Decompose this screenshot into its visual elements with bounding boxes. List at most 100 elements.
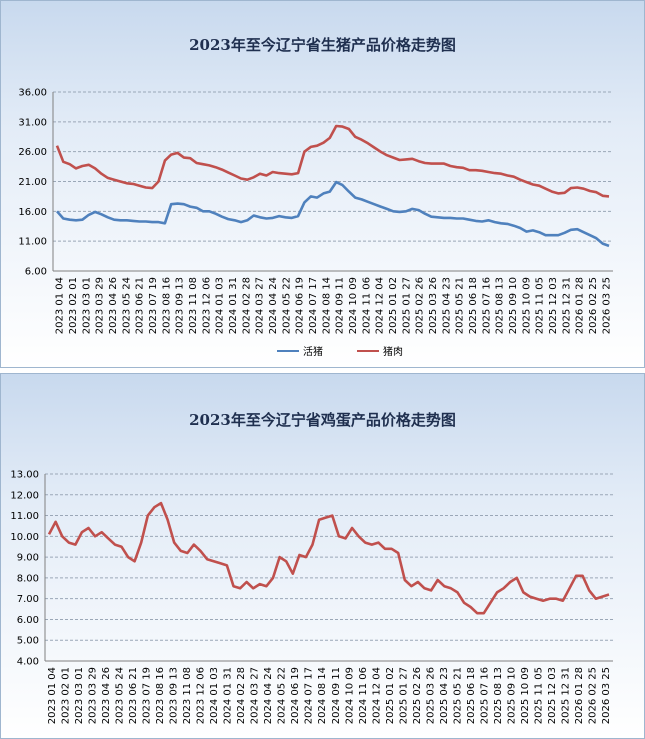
x-tick-label: 2024 08 14 (321, 277, 332, 334)
x-tick-label: 2023 05 24 (121, 277, 132, 334)
x-tick-label: 2024 10 09 (344, 667, 355, 724)
series-line (47, 501, 610, 615)
x-tick-label: 2026 01 28 (574, 667, 585, 724)
x-tick-label: 2025 02 26 (415, 277, 426, 334)
x-tick-label: 2026 03 25 (601, 667, 612, 724)
x-tick-label: 2025 03 26 (428, 277, 439, 334)
series-line (55, 124, 610, 198)
y-tick-label: 4.00 (17, 657, 39, 668)
x-tick-label: 2025 10 09 (521, 277, 532, 334)
x-tick-label: 2026 01 28 (575, 277, 586, 334)
x-tick-label: 2023 12 06 (201, 277, 212, 334)
x-tick-label: 2023 03 01 (81, 277, 92, 334)
x-tick-label: 2023 07 19 (141, 667, 152, 724)
x-tick-label: 2023 07 19 (148, 277, 159, 334)
chart-title: 2023年至今辽宁省鸡蛋产品价格走势图 (189, 411, 456, 429)
x-tick-label: 2023 08 16 (161, 277, 172, 334)
x-tick-label: 2026 02 25 (588, 667, 599, 724)
x-tick-label: 2024 10 09 (348, 277, 359, 334)
x-tick-label: 2025 09 10 (507, 667, 518, 724)
x-tick-label: 2025 06 18 (466, 667, 477, 724)
series-line (56, 180, 610, 248)
x-tick-label: 2025 04 23 (439, 667, 450, 724)
legend-label: 猪肉 (383, 347, 403, 358)
x-tick-label: 2023 12 06 (196, 667, 207, 724)
legend-item-pork: 猪肉 (357, 343, 403, 358)
y-tick-label: 31.00 (18, 117, 47, 128)
x-tick-label: 2025 01 02 (388, 277, 399, 334)
x-tick-label: 2023 02 01 (60, 667, 71, 724)
x-tick-label: 2023 08 16 (155, 667, 166, 724)
y-tick-label: 26.00 (18, 147, 47, 158)
x-tick-label: 2023 11 08 (188, 277, 199, 334)
x-tick-label: 2025 03 26 (425, 667, 436, 724)
x-tick-label: 2024 03 27 (250, 667, 261, 724)
x-tick-label: 2024 04 24 (268, 277, 279, 334)
x-tick-label: 2025 12 31 (561, 277, 572, 334)
x-tick-label: 2023 06 21 (135, 277, 146, 334)
x-tick-label: 2023 01 04 (47, 667, 58, 724)
pig-price-chart: 36.00 31.00 26.00 21.00 16.00 11.00 6.00 2023 0… (18, 88, 613, 334)
x-tick-label: 2023 05 24 (114, 667, 125, 724)
legend-label: 活猪 (303, 347, 323, 358)
x-tick-label: 2025 06 18 (468, 277, 479, 334)
x-tick-label: 2023 02 01 (68, 277, 79, 334)
x-tick-label: 2023 09 13 (175, 277, 186, 334)
x-tick-label: 2025 08 13 (493, 667, 504, 724)
x-tick-label: 2025 12 03 (548, 277, 559, 334)
y-tick-label: 6.00 (25, 267, 47, 278)
x-tick-label: 2024 09 11 (335, 277, 346, 334)
x-tick-label: 2024 06 19 (290, 667, 301, 724)
legend-swatch (357, 349, 379, 352)
y-tick-label: 10.00 (10, 532, 39, 543)
x-tick-label: 2024 11 06 (358, 667, 369, 724)
x-tick-label: 2025 01 27 (401, 277, 412, 334)
y-tick-label: 13.00 (10, 470, 39, 481)
x-tick-label: 2025 07 16 (481, 277, 492, 334)
x-tick-label: 2023 03 29 (95, 277, 106, 334)
y-tick-label: 8.00 (17, 573, 39, 584)
y-tick-label: 12.00 (10, 490, 39, 501)
x-tick-label: 2023 03 29 (87, 667, 98, 724)
x-tick-label: 2025 02 26 (412, 667, 423, 724)
x-tick-label: 2025 07 16 (480, 667, 491, 724)
x-tick-label: 2025 05 21 (452, 667, 463, 724)
y-tick-label: 11.00 (18, 237, 47, 248)
x-tick-label: 2024 08 14 (317, 667, 328, 724)
x-tick-label: 2024 05 22 (281, 277, 292, 334)
x-tick-label: 2024 04 24 (263, 667, 274, 724)
legend-swatch (277, 349, 299, 352)
y-tick-label: 9.00 (17, 553, 39, 564)
x-tick-label: 2024 02 28 (241, 277, 252, 334)
x-tick-label: 2025 11 05 (534, 667, 545, 724)
x-tick-label: 2023 06 21 (128, 667, 139, 724)
legend-item-live-pig: 活猪 (277, 343, 323, 358)
pig-price-chart-panel: 2023年至今辽宁省生猪产品价格走势图 36.00 31.00 26.00 21.00… (0, 0, 645, 368)
x-tick-label: 2025 01 27 (398, 667, 409, 724)
x-tick-label: 2024 11 06 (361, 277, 372, 334)
y-tick-label: 36.00 (18, 88, 47, 99)
x-tick-label: 2024 07 17 (308, 277, 319, 334)
x-tick-label: 2025 04 23 (441, 277, 452, 334)
x-tick-label: 2023 03 01 (74, 667, 85, 724)
y-tick-label: 5.00 (17, 636, 39, 647)
x-tick-label: 2025 08 13 (495, 277, 506, 334)
x-tick-label: 2023 09 13 (168, 667, 179, 724)
x-tick-label: 2024 01 03 (215, 277, 226, 334)
x-tick-label: 2026 03 25 (601, 277, 612, 334)
x-tick-label: 2024 12 04 (371, 667, 382, 724)
x-tick-label: 2024 09 11 (331, 667, 342, 724)
x-tick-label: 2026 02 25 (588, 277, 599, 334)
x-tick-label: 2023 11 08 (182, 667, 193, 724)
x-tick-label: 2023 04 26 (101, 667, 112, 724)
x-tick-label: 2025 12 03 (547, 667, 558, 724)
egg-price-chart: 13.00 12.00 11.00 10.00 9.00 8.00 7.00 6.00 5.00… (10, 470, 613, 724)
y-tick-label: 11.00 (10, 511, 39, 522)
x-tick-label: 2025 10 09 (520, 667, 531, 724)
y-tick-label: 7.00 (17, 594, 39, 605)
x-tick-label: 2024 01 03 (209, 667, 220, 724)
egg-price-chart-panel: 2023年至今辽宁省鸡蛋产品价格走势图 13.00 12.00 11.00 10.00… (0, 373, 645, 739)
x-tick-label: 2024 12 04 (375, 277, 386, 334)
x-tick-label: 2025 12 31 (561, 667, 572, 724)
x-tick-label: 2025 09 10 (508, 277, 519, 334)
